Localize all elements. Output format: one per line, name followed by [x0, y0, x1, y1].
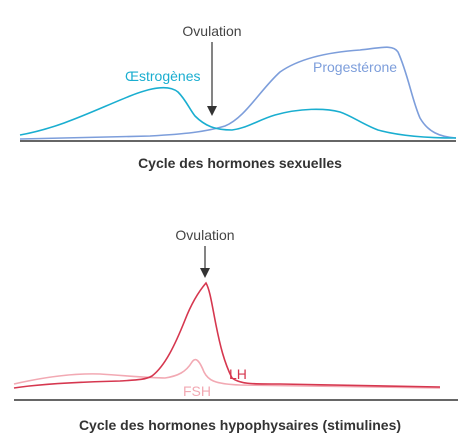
fsh-curve [13, 358, 441, 389]
bottom-ovulation-label: Ovulation [175, 227, 234, 243]
top-ovulation-label: Ovulation [182, 23, 241, 39]
progesterone-label: Progestérone [313, 59, 397, 75]
top-caption: Cycle des hormones sexuelles [138, 155, 342, 171]
bottom-caption: Cycle des hormones hypophysaires (stimul… [79, 417, 401, 433]
sex-hormones-panel: Ovulation Œstrogènes Progestérone Cycle … [19, 23, 457, 171]
estrogen-label: Œstrogènes [125, 68, 200, 84]
fsh-label: FSH [183, 383, 211, 399]
lh-curve [13, 281, 441, 389]
pituitary-hormones-panel: Ovulation LH FSH Cycle des hormones hypo… [13, 227, 458, 433]
estrogen-curve [19, 86, 457, 139]
bottom-ovulation-arrowhead [200, 268, 210, 278]
top-ovulation-arrowhead [207, 106, 217, 116]
lh-label: LH [229, 366, 247, 382]
progesterone-curve [19, 46, 457, 140]
